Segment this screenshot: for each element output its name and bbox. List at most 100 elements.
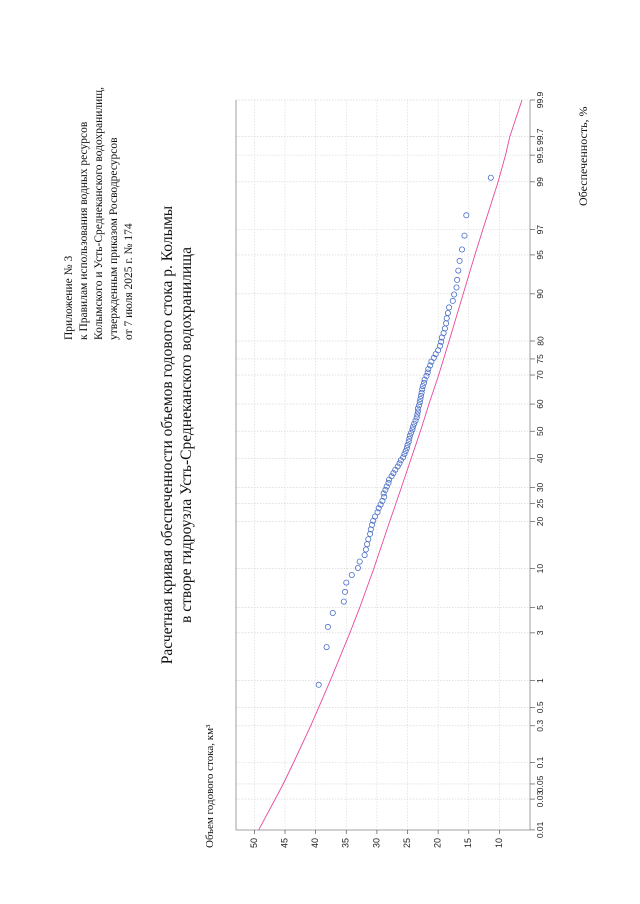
empirical-point <box>406 435 413 442</box>
empirical-point <box>400 454 407 461</box>
empirical-point <box>487 174 494 181</box>
empirical-point <box>453 284 460 291</box>
empirical-point <box>456 257 463 264</box>
probability-tick-label: 5 <box>535 605 545 610</box>
empirical-point <box>343 579 350 586</box>
empirical-point <box>451 291 458 298</box>
empirical-point <box>383 483 390 490</box>
empirical-point <box>404 441 411 448</box>
empirical-point <box>446 304 453 311</box>
empirical-point <box>438 338 445 345</box>
empirical-point <box>418 389 425 396</box>
probability-tick-label: 40 <box>535 453 545 463</box>
empirical-point <box>356 558 363 565</box>
probability-tick-label: 90 <box>535 289 545 299</box>
empirical-point <box>444 309 451 316</box>
empirical-point <box>396 460 403 467</box>
probability-tick-label: 60 <box>535 399 545 409</box>
value-tick-label: 15 <box>463 838 473 848</box>
empirical-point <box>443 315 450 322</box>
empirical-point <box>315 681 322 688</box>
probability-tick-label: 20 <box>535 516 545 526</box>
probability-tick-label: 30 <box>535 482 545 492</box>
empirical-point <box>449 297 456 304</box>
value-tick-label: 50 <box>249 838 259 848</box>
probability-tick-label: 80 <box>535 336 545 346</box>
empirical-point <box>324 623 331 630</box>
probability-tick-label: 70 <box>535 370 545 380</box>
probability-tick-label: 97 <box>535 225 545 235</box>
empirical-point <box>341 588 348 595</box>
empirical-point <box>412 417 419 424</box>
empirical-point <box>414 411 421 418</box>
empirical-point <box>421 376 428 383</box>
empirical-point <box>413 414 420 421</box>
probability-tick-label: 95 <box>535 250 545 260</box>
empirical-point <box>430 354 437 361</box>
empirical-point <box>420 379 427 386</box>
value-tick-label: 30 <box>371 838 381 848</box>
empirical-point <box>377 501 384 508</box>
empirical-point <box>424 369 431 376</box>
empirical-point <box>423 372 430 379</box>
value-tick-label: 35 <box>341 838 351 848</box>
value-tick-label: 10 <box>494 838 504 848</box>
probability-tick-label: 0.1 <box>535 756 545 768</box>
empirical-point <box>463 212 470 219</box>
empirical-point <box>409 423 416 430</box>
empirical-point <box>441 325 448 332</box>
empirical-point <box>354 565 361 572</box>
empirical-point <box>409 426 416 433</box>
probability-tick-label: 99.7 <box>535 128 545 145</box>
grid-layer <box>236 99 530 831</box>
probability-tick-label: 0.5 <box>535 701 545 713</box>
probability-tick-label: 0.05 <box>535 775 545 792</box>
empirical-point <box>375 505 382 512</box>
empirical-point <box>416 402 423 409</box>
value-tick-label: 40 <box>310 838 320 848</box>
empirical-point <box>417 395 424 402</box>
empirical-point <box>454 276 461 283</box>
probability-tick-label: 1 <box>535 678 545 683</box>
curve-layer <box>258 99 523 831</box>
empirical-point <box>382 486 389 493</box>
empirical-point <box>381 493 388 500</box>
empirical-point <box>427 362 434 369</box>
empirical-point <box>323 644 330 651</box>
empirical-point <box>348 572 355 579</box>
empirical-point <box>419 383 426 390</box>
empirical-point <box>367 526 374 533</box>
empirical-point <box>408 429 415 436</box>
value-tick-label: 20 <box>433 838 443 848</box>
axis-layer: 0.010.030.050.10.30.51351020253040506070… <box>235 91 545 848</box>
empirical-point <box>461 232 468 239</box>
empirical-point <box>417 392 424 399</box>
empirical-point <box>414 405 421 412</box>
empirical-point <box>455 267 462 274</box>
empirical-point <box>364 541 371 548</box>
calculated-curve-line <box>258 99 523 831</box>
probability-tick-label: 10 <box>535 564 545 574</box>
empirical-point <box>365 536 372 543</box>
empirical-point <box>361 552 368 559</box>
probability-tick-label: 25 <box>535 499 545 509</box>
empirical-point <box>390 470 397 477</box>
empirical-point <box>362 546 369 553</box>
empirical-point <box>340 598 347 605</box>
empirical-point <box>425 366 432 373</box>
empirical-point <box>329 610 336 617</box>
empirical-point <box>416 399 423 406</box>
probability-tick-label: 0.03 <box>535 791 545 808</box>
empirical-point <box>443 320 450 327</box>
empirical-point <box>458 246 465 253</box>
value-tick-label: 25 <box>402 838 412 848</box>
empirical-point <box>374 509 381 516</box>
empirical-point <box>394 463 401 470</box>
probability-tick-label: 75 <box>535 354 545 364</box>
empirical-point <box>367 530 374 537</box>
probability-tick-label: 99.9 <box>535 91 545 108</box>
empirical-point <box>405 438 412 445</box>
empirical-point <box>368 521 375 528</box>
